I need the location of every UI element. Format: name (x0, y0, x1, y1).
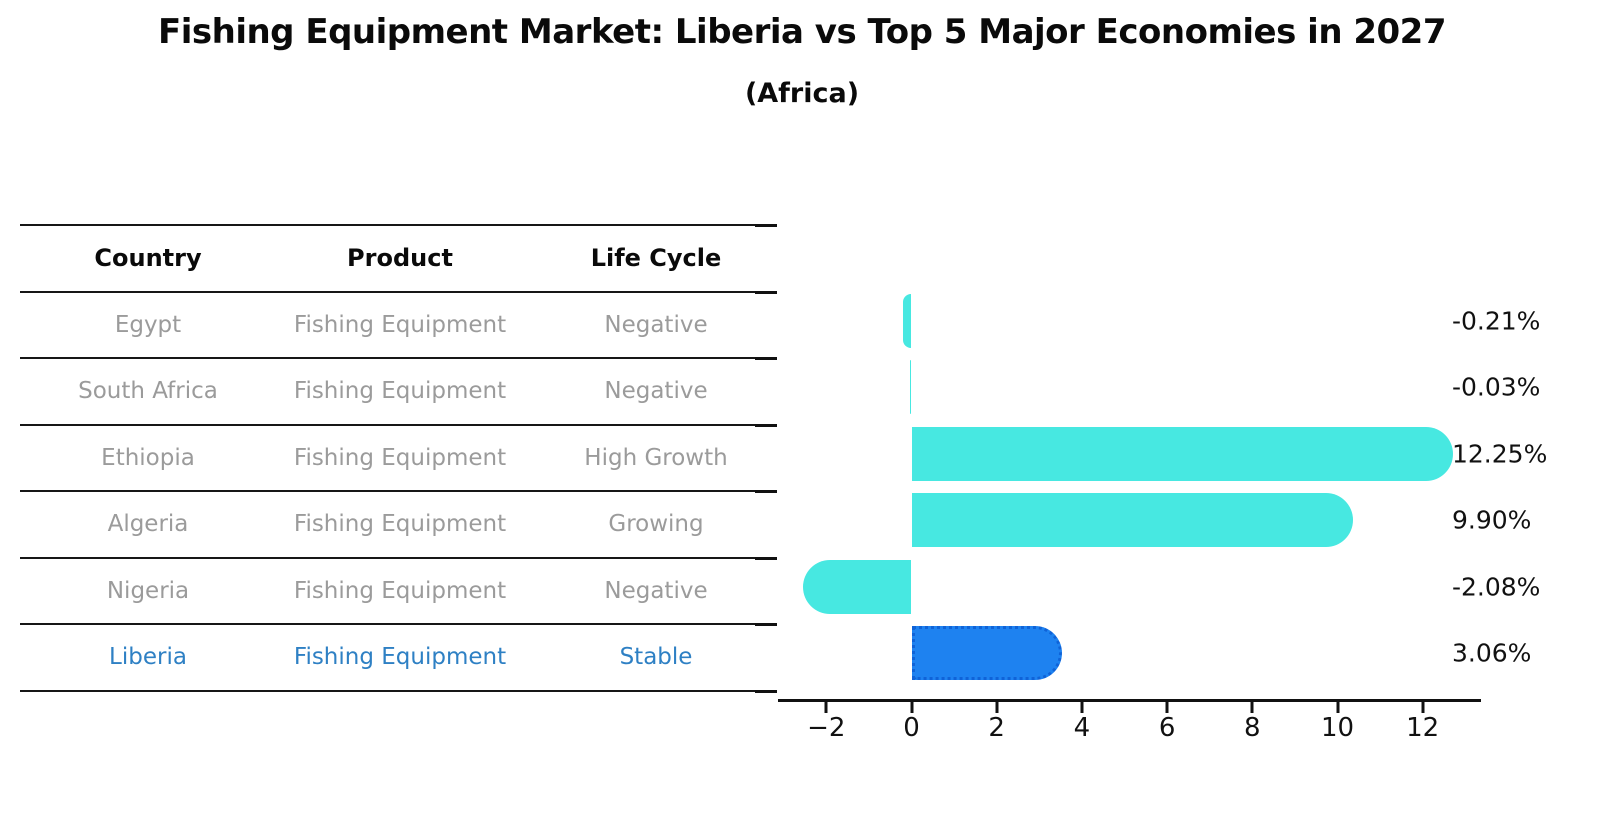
table-cell-country: Egypt (114, 311, 182, 338)
table-cell-product: Fishing Equipment (293, 577, 507, 604)
x-axis-tick-label: 8 (1244, 713, 1261, 743)
table-cell-country: Nigeria (106, 577, 190, 604)
table-cell-country: South Africa (78, 378, 218, 405)
table-cell-life-cycle: Negative (604, 378, 708, 405)
table-cell-country: Algeria (107, 511, 189, 538)
x-axis-tick-label: 12 (1406, 713, 1440, 743)
bar-value-label: -2.08% (1452, 572, 1541, 601)
table-cell-life-cycle: Growing (608, 511, 704, 538)
bar-value-label: -0.21% (1452, 306, 1541, 335)
x-axis-line (778, 699, 1481, 702)
bar-egypt (902, 293, 912, 348)
table-column-header-country: Country (94, 244, 202, 273)
y-axis-tick (755, 357, 777, 360)
bar-value-label: 9.90% (1452, 505, 1532, 535)
chart-title: Fishing Equipment Market: Liberia vs Top… (158, 12, 1447, 52)
x-axis-tick (1080, 702, 1084, 713)
y-axis-tick (755, 623, 777, 626)
x-axis-tick (1421, 702, 1425, 713)
table-row-divider (20, 623, 775, 625)
table-row-divider (20, 423, 775, 426)
table-row-divider (20, 689, 775, 692)
y-axis-tick (755, 224, 777, 227)
y-axis-tick (755, 290, 777, 294)
y-axis-tick (755, 490, 777, 493)
x-axis-tick (1336, 702, 1339, 713)
table-cell-life-cycle: Stable (619, 644, 693, 671)
x-axis-tick-label: 4 (1073, 713, 1091, 743)
bar-liberia (911, 626, 1062, 680)
bar-value-label: 3.06% (1452, 638, 1532, 668)
y-axis-tick (755, 423, 777, 427)
table-cell-country: Liberia (109, 644, 187, 671)
table-cell-product: Fishing Equipment (293, 378, 507, 405)
table-cell-product: Fishing Equipment (293, 311, 507, 338)
x-axis-tick (910, 702, 913, 713)
table-column-header-product: Product (347, 244, 453, 273)
y-axis-tick (755, 556, 777, 560)
x-axis-tick-label: 0 (903, 713, 920, 743)
table-cell-life-cycle: Negative (604, 577, 708, 604)
x-axis-tick (824, 702, 828, 713)
chart-subtitle: (Africa) (744, 78, 860, 109)
table-cell-life-cycle: High Growth (584, 444, 728, 471)
bar-algeria (911, 493, 1354, 547)
x-axis-tick-label: 10 (1320, 713, 1355, 743)
x-axis-tick (995, 702, 999, 713)
bar-south-africa (910, 360, 912, 414)
table-cell-country: Ethiopia (101, 444, 195, 471)
y-axis-tick (755, 689, 777, 693)
bar-value-label: -0.03% (1452, 372, 1541, 402)
table-column-header-life-cycle: Life Cycle (590, 244, 722, 273)
x-axis-tick-label: −2 (807, 713, 846, 743)
table-row-divider (20, 224, 775, 226)
table-cell-life-cycle: Negative (604, 311, 708, 338)
x-axis-tick (1250, 702, 1254, 713)
bar-ethiopia (911, 426, 1454, 481)
table-row-divider (20, 290, 775, 293)
table-cell-product: Fishing Equipment (293, 444, 507, 471)
x-axis-tick-label: 2 (988, 713, 1005, 743)
x-axis-tick-label: 6 (1158, 713, 1176, 743)
x-axis-tick (1165, 702, 1169, 713)
table-row-divider (20, 556, 775, 559)
bar-value-label: 12.25% (1452, 439, 1548, 468)
table-row-divider (20, 490, 775, 492)
table-cell-product: Fishing Equipment (293, 644, 507, 671)
table-row-divider (20, 357, 775, 359)
bar-nigeria (802, 559, 912, 614)
table-cell-product: Fishing Equipment (293, 511, 507, 538)
